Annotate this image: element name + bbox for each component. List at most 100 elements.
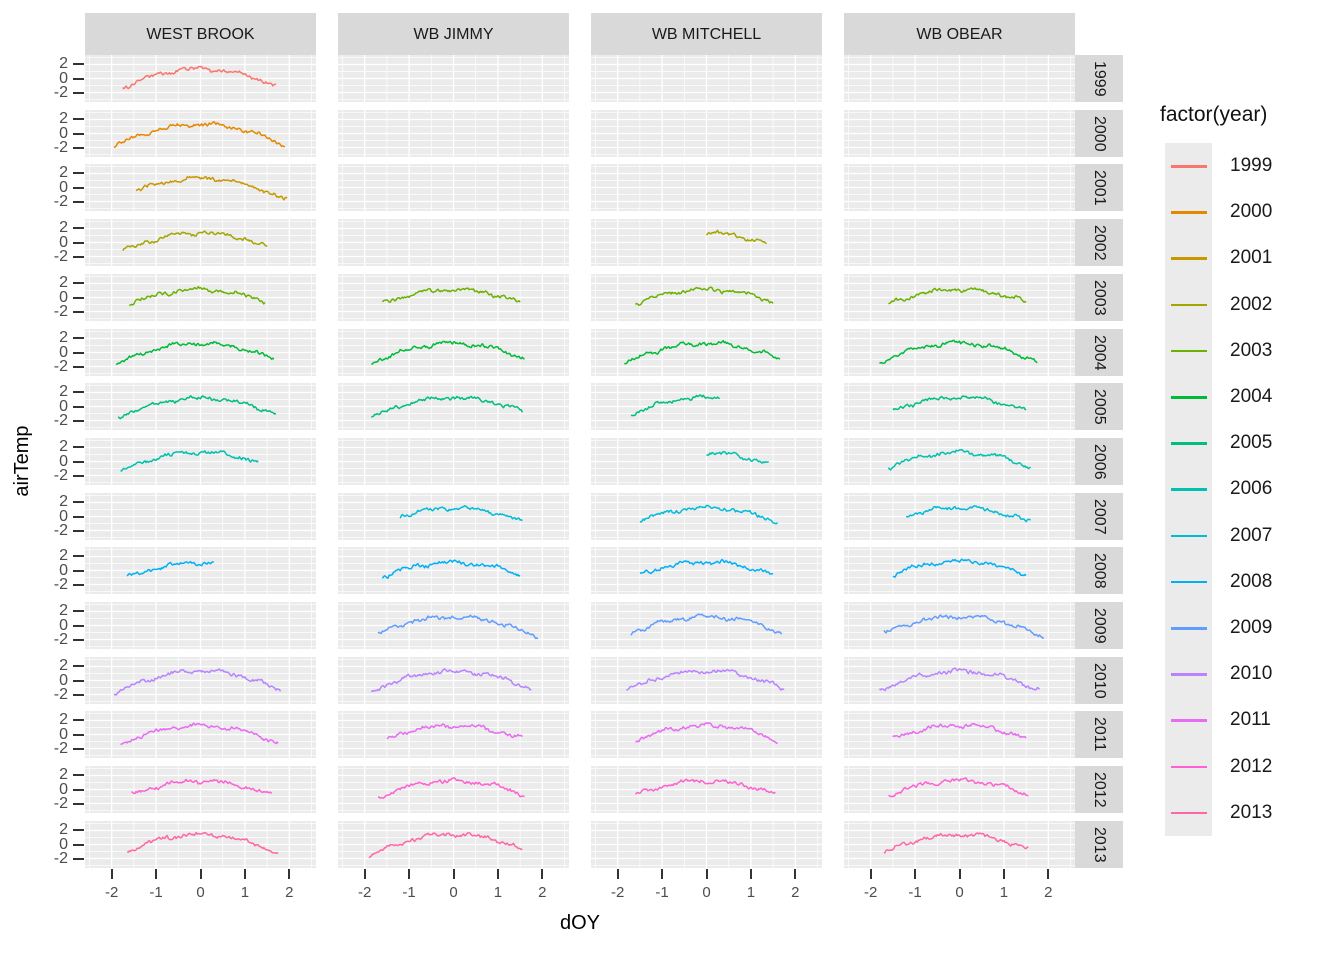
temperature-line-2005 bbox=[630, 394, 720, 417]
legend-key-line-2008 bbox=[1171, 580, 1207, 584]
temperature-line-2000 bbox=[113, 120, 286, 149]
temperature-line-2013 bbox=[126, 831, 279, 854]
y-tick-mark bbox=[73, 310, 84, 313]
temperature-line-2009 bbox=[883, 614, 1045, 639]
facet-panel-west-brook-2008 bbox=[85, 547, 316, 594]
temperature-line-2008 bbox=[126, 560, 214, 577]
x-tick-label: 2 bbox=[791, 884, 800, 901]
temperature-line-2012 bbox=[377, 777, 525, 799]
facet-row-strip-2007: 2007 bbox=[1075, 493, 1123, 540]
legend-title: factor(year) bbox=[1160, 103, 1268, 126]
y-tick-label: 2 bbox=[59, 602, 68, 620]
legend-key-line-2007 bbox=[1171, 534, 1207, 538]
legend-label-2000: 2000 bbox=[1230, 201, 1273, 223]
y-tick-mark bbox=[73, 172, 84, 175]
temperature-line-2003 bbox=[634, 286, 774, 307]
facet-panel-wb-jimmy-2008 bbox=[338, 547, 569, 594]
facet-panel-wb-obear-2003 bbox=[844, 274, 1075, 321]
y-tick-mark bbox=[73, 610, 84, 613]
y-tick-mark bbox=[73, 255, 84, 258]
y-tick-label: -2 bbox=[53, 739, 68, 757]
y-tick-mark bbox=[73, 296, 84, 299]
legend-label-2002: 2002 bbox=[1230, 293, 1273, 315]
legend-key-line-2010 bbox=[1171, 673, 1207, 676]
x-tick-label: -1 bbox=[402, 884, 416, 901]
x-tick-label: 1 bbox=[493, 884, 503, 901]
facet-panel-wb-obear-2004 bbox=[844, 329, 1075, 376]
facet-panel-wb-mitchell-2010 bbox=[591, 657, 822, 704]
facet-row-strip-label: 2012 bbox=[1091, 771, 1108, 808]
facet-col-strip-wb-jimmy: WB JIMMY bbox=[338, 13, 569, 57]
y-tick-label: 2 bbox=[59, 547, 68, 565]
temperature-line-2011 bbox=[120, 722, 279, 746]
y-tick-mark bbox=[73, 460, 84, 463]
y-tick-mark bbox=[73, 474, 84, 477]
facet-panel-wb-jimmy-2005 bbox=[338, 383, 569, 430]
x-tick-mark bbox=[705, 869, 708, 879]
facet-col-strip-wb-obear: WB OBEAR bbox=[844, 13, 1075, 57]
facet-panel-wb-jimmy-1999 bbox=[338, 55, 569, 102]
legend-key-line-2004 bbox=[1171, 396, 1207, 399]
x-tick-label: 2 bbox=[285, 884, 294, 901]
facet-row-strip-label: 2008 bbox=[1091, 552, 1108, 589]
facet-panel-wb-jimmy-2010 bbox=[338, 657, 569, 704]
x-tick-label: 0 bbox=[449, 884, 458, 901]
legend-key-line-2005 bbox=[1171, 442, 1207, 445]
y-tick-label: 0 bbox=[59, 671, 68, 689]
y-tick-label: -2 bbox=[53, 630, 68, 648]
facet-panel-wb-mitchell-2008 bbox=[591, 547, 822, 594]
facet-row-strip-label: 2006 bbox=[1091, 443, 1108, 480]
facet-row-strip-2012: 2012 bbox=[1075, 766, 1123, 813]
y-tick-label: 2 bbox=[59, 711, 68, 729]
y-tick-mark bbox=[73, 227, 84, 230]
x-tick-label: -2 bbox=[610, 884, 625, 901]
y-tick-label: -2 bbox=[53, 192, 68, 210]
facet-row-strip-2011: 2011 bbox=[1075, 711, 1123, 758]
facet-panel-west-brook-2007 bbox=[85, 493, 316, 540]
legend-key-line-2011 bbox=[1171, 719, 1207, 722]
temperature-line-2012 bbox=[888, 777, 1029, 798]
facet-row-strip-2013: 2013 bbox=[1075, 821, 1123, 868]
facet-row-strip-label: 2005 bbox=[1091, 388, 1108, 425]
legend-key-line-2003 bbox=[1171, 349, 1207, 353]
facet-panel-wb-mitchell-2007 bbox=[591, 493, 822, 540]
y-tick-label: 0 bbox=[59, 69, 68, 87]
y-tick-label: -2 bbox=[53, 575, 68, 593]
facet-row-strip-label: 2003 bbox=[1091, 279, 1108, 316]
y-tick-mark bbox=[73, 529, 84, 532]
legend-label-2008: 2008 bbox=[1230, 570, 1273, 592]
y-tick-mark bbox=[73, 829, 84, 832]
facet-panel-wb-jimmy-2011 bbox=[338, 711, 569, 758]
facet-row-strip-1999: 1999 bbox=[1075, 55, 1123, 102]
facet-row-strip-2008: 2008 bbox=[1075, 547, 1123, 594]
x-tick-label: -2 bbox=[104, 884, 119, 901]
y-tick-mark bbox=[73, 186, 84, 189]
facet-panel-west-brook-2013 bbox=[85, 821, 316, 868]
y-tick-label: 2 bbox=[59, 821, 68, 839]
x-tick-mark bbox=[363, 869, 366, 879]
temperature-line-2002 bbox=[705, 229, 767, 245]
legend-key-line-1999 bbox=[1171, 165, 1207, 168]
facet-panel-west-brook-2010 bbox=[85, 657, 316, 704]
legend-label-2006: 2006 bbox=[1230, 478, 1273, 500]
facet-col-strip-west-brook: WEST BROOK bbox=[85, 13, 316, 57]
facet-panel-wb-obear-2012 bbox=[844, 766, 1075, 813]
legend-label-2011: 2011 bbox=[1230, 709, 1271, 731]
x-tick-mark bbox=[452, 869, 455, 879]
y-tick-label: 0 bbox=[59, 507, 68, 525]
y-tick-label: 0 bbox=[59, 124, 68, 142]
temperature-line-2004 bbox=[879, 339, 1038, 365]
temperature-line-2010 bbox=[113, 668, 282, 696]
y-tick-label: 2 bbox=[59, 657, 68, 675]
facet-panel-wb-mitchell-2003 bbox=[591, 274, 822, 321]
facet-row-strip-label: 1999 bbox=[1091, 60, 1108, 97]
y-tick-mark bbox=[73, 337, 84, 340]
y-tick-label: 2 bbox=[59, 219, 68, 237]
y-tick-mark bbox=[73, 365, 84, 368]
y-tick-mark bbox=[73, 638, 84, 641]
x-tick-mark bbox=[661, 869, 664, 879]
y-tick-mark bbox=[73, 583, 84, 586]
y-tick-label: -2 bbox=[53, 411, 68, 429]
facet-panel-wb-obear-2013 bbox=[844, 821, 1075, 868]
temperature-line-2003 bbox=[128, 285, 266, 307]
